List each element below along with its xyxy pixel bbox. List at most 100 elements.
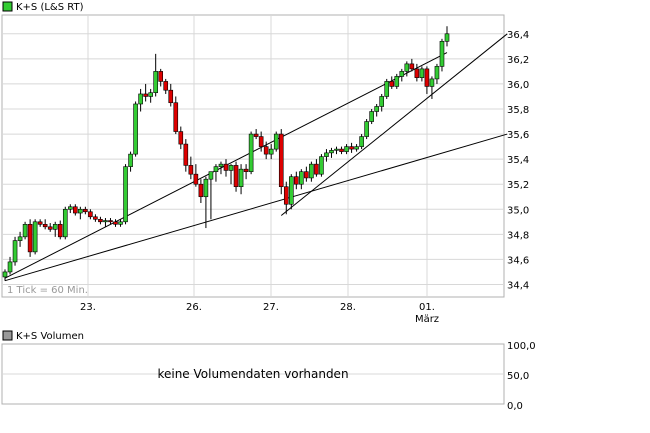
candle bbox=[409, 58, 415, 72]
candle bbox=[83, 206, 88, 215]
candle bbox=[283, 181, 289, 215]
candle-body bbox=[188, 165, 194, 175]
price-y-tick: 34,4 bbox=[507, 280, 529, 291]
candle-body bbox=[78, 208, 83, 214]
candle-body bbox=[243, 168, 249, 172]
candle bbox=[414, 63, 420, 82]
candle-body bbox=[233, 165, 239, 188]
candle bbox=[324, 149, 329, 162]
candle-body bbox=[384, 81, 390, 97]
price-y-tick: 34,6 bbox=[507, 255, 529, 266]
candle bbox=[98, 216, 103, 225]
candle-body bbox=[324, 152, 329, 157]
candle-body bbox=[414, 68, 420, 78]
candle bbox=[52, 221, 58, 237]
candle bbox=[329, 147, 334, 158]
candle-body bbox=[2, 271, 8, 278]
candle-body bbox=[294, 176, 299, 185]
candle-body bbox=[123, 166, 128, 223]
candle bbox=[118, 219, 123, 227]
price-x-tick: 01. bbox=[419, 302, 435, 313]
candle bbox=[399, 68, 405, 82]
candle bbox=[369, 109, 374, 125]
candle-body bbox=[118, 221, 123, 225]
candle-body bbox=[268, 148, 274, 155]
candle-body bbox=[258, 136, 264, 147]
candle-body bbox=[128, 153, 133, 167]
candle-body bbox=[93, 216, 98, 220]
candle-body bbox=[374, 106, 379, 112]
candle-body bbox=[22, 224, 28, 238]
candle bbox=[183, 139, 189, 172]
candle bbox=[128, 151, 133, 172]
price-legend: K+S (L&S RT) bbox=[2, 1, 84, 13]
candle bbox=[163, 78, 169, 94]
candle bbox=[288, 174, 294, 210]
candle-body bbox=[133, 103, 138, 155]
candle bbox=[344, 144, 349, 155]
tick-interval-label: 1 Tick = 60 Min. bbox=[7, 285, 88, 296]
candle-body bbox=[47, 226, 53, 230]
candle bbox=[158, 68, 164, 87]
candle bbox=[268, 144, 274, 160]
legend-swatch-green bbox=[2, 1, 13, 12]
candle bbox=[354, 144, 359, 152]
candle bbox=[173, 96, 179, 135]
candle-body bbox=[213, 166, 219, 172]
candle bbox=[429, 76, 435, 99]
candle bbox=[22, 221, 28, 240]
candle bbox=[238, 164, 244, 195]
candle bbox=[178, 126, 184, 150]
candle bbox=[299, 169, 304, 190]
price-y-axis: 34,4 34,6 34,8 35,0 35,2 35,4 35,6 35,8 36,0 36,2… bbox=[507, 30, 529, 292]
candle bbox=[419, 66, 425, 82]
candle-body bbox=[163, 81, 169, 91]
candle bbox=[243, 164, 249, 180]
candle bbox=[263, 141, 269, 160]
candle-body bbox=[228, 165, 234, 171]
price-x-axis: 23. 26. 27. 28. 01.März bbox=[80, 302, 439, 325]
volume-y-tick: 100,0 bbox=[507, 341, 536, 352]
volume-panel: K+S Volumen 100,0 50,0 0,0 keine Volumen… bbox=[1, 330, 536, 412]
price-legend-label: K+S (L&S RT) bbox=[16, 2, 84, 13]
candle bbox=[218, 161, 224, 175]
candle-body bbox=[339, 148, 344, 152]
candle-body bbox=[404, 63, 410, 72]
candle bbox=[188, 156, 194, 180]
candle-body bbox=[283, 186, 289, 205]
candle bbox=[359, 134, 364, 150]
candle bbox=[379, 93, 385, 112]
candle bbox=[37, 219, 43, 227]
candle-body bbox=[198, 183, 204, 198]
candle-body bbox=[32, 221, 38, 253]
candle-body bbox=[193, 173, 199, 185]
candle-body bbox=[273, 133, 279, 150]
candle-body bbox=[419, 68, 425, 78]
price-y-tick: 35,8 bbox=[507, 105, 529, 116]
candle bbox=[273, 131, 279, 152]
candle-body bbox=[389, 81, 395, 87]
candle bbox=[309, 161, 314, 182]
candle-body bbox=[278, 133, 284, 188]
candle bbox=[434, 63, 440, 84]
volume-y-tick: 0,0 bbox=[507, 401, 523, 412]
candle bbox=[153, 53, 158, 97]
candle-body bbox=[394, 76, 400, 87]
candle-body bbox=[73, 206, 78, 214]
candle bbox=[213, 164, 219, 182]
candle-body bbox=[12, 240, 18, 263]
candle-body bbox=[319, 156, 324, 175]
price-y-tick: 36,4 bbox=[507, 30, 529, 41]
candle-body bbox=[208, 171, 214, 180]
candle-body bbox=[238, 168, 244, 188]
price-x-tick: 28. bbox=[340, 302, 356, 313]
volume-legend-label: K+S Volumen bbox=[16, 331, 84, 342]
candle bbox=[113, 219, 118, 227]
candle-body bbox=[42, 224, 48, 228]
candle bbox=[42, 219, 48, 230]
candle bbox=[319, 154, 324, 177]
candle-body bbox=[57, 224, 63, 238]
candle bbox=[339, 146, 344, 155]
candle-body bbox=[223, 163, 229, 171]
